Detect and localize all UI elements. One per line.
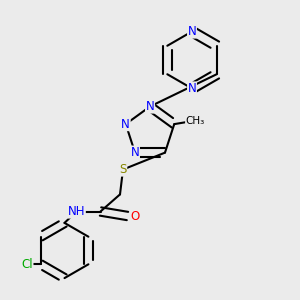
Text: O: O [130, 209, 140, 223]
Text: S: S [119, 163, 127, 176]
Text: N: N [122, 118, 130, 130]
Text: Cl: Cl [21, 258, 33, 271]
Text: N: N [146, 100, 154, 113]
Text: CH₃: CH₃ [186, 116, 205, 126]
Text: N: N [188, 25, 196, 38]
Text: N: N [188, 82, 196, 95]
Text: NH: NH [68, 205, 85, 218]
Text: N: N [130, 146, 140, 159]
